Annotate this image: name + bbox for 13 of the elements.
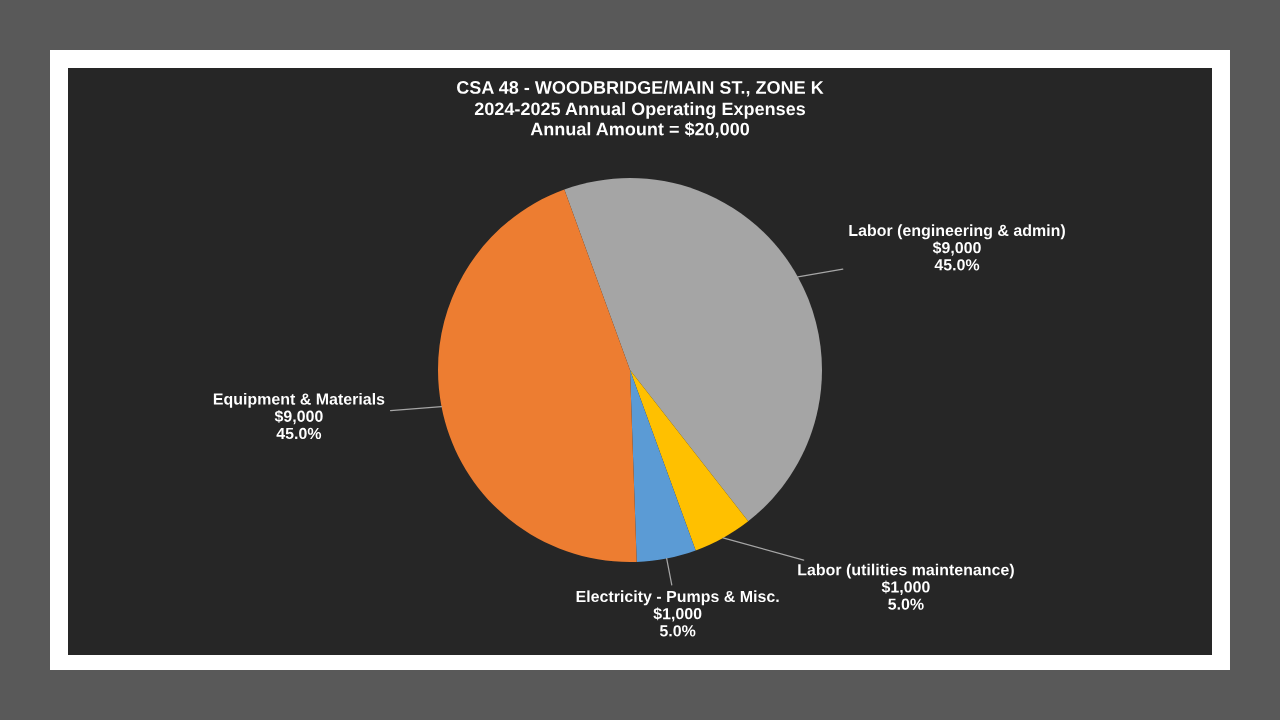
slice-label: Labor (engineering & admin) — [849, 224, 1065, 240]
slice-label: Labor (utilities maintenance) — [798, 563, 1014, 579]
slice-label: Electricity - Pumps & Misc. — [576, 590, 779, 606]
data-label: $9,000 45.0% — [274, 409, 323, 440]
pie-slice — [630, 370, 696, 562]
pie-slice — [438, 189, 637, 562]
pie-slice — [630, 370, 749, 551]
slice-label: Equipment & Materials — [213, 392, 385, 408]
data-label: $9,000 45.0% — [932, 241, 981, 271]
chart-title: CSA 48 - WOODBRIDGE/MAIN ST., ZONE K — [457, 80, 824, 97]
data-label: $1,000 5.0% — [881, 580, 930, 610]
data-label: $1,000 5.0% — [653, 607, 702, 637]
chart-subtitle: 2024-2025 Annual Operating Expenses Annual Amount = $20,000 — [474, 102, 806, 139]
